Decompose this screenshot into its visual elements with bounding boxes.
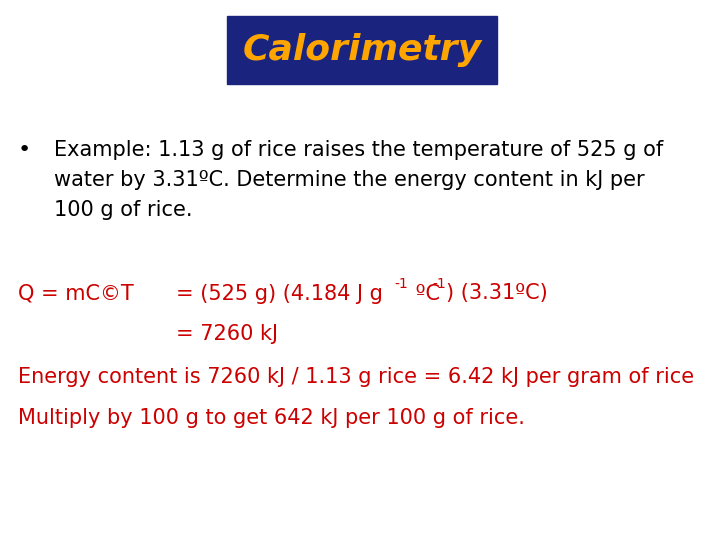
Text: ) (3.31ºC): ) (3.31ºC) xyxy=(446,284,547,303)
Text: Q = mC©T: Q = mC©T xyxy=(18,284,134,303)
Text: -1: -1 xyxy=(395,277,408,291)
Text: = 7260 kJ: = 7260 kJ xyxy=(176,324,279,344)
Text: water by 3.31ºC. Determine the energy content in kJ per: water by 3.31ºC. Determine the energy co… xyxy=(54,170,644,190)
Text: Energy content is 7260 kJ / 1.13 g rice = 6.42 kJ per gram of rice: Energy content is 7260 kJ / 1.13 g rice … xyxy=(18,367,694,387)
Text: Calorimetry: Calorimetry xyxy=(242,33,482,67)
Text: Example: 1.13 g of rice raises the temperature of 525 g of: Example: 1.13 g of rice raises the tempe… xyxy=(54,140,663,160)
Text: •: • xyxy=(18,140,31,160)
Text: 100 g of rice.: 100 g of rice. xyxy=(54,200,192,220)
Text: Multiply by 100 g to get 642 kJ per 100 g of rice.: Multiply by 100 g to get 642 kJ per 100 … xyxy=(18,408,525,428)
Text: = (525 g) (4.184 J g: = (525 g) (4.184 J g xyxy=(176,284,383,303)
Text: ºC: ºC xyxy=(409,284,440,303)
Text: -1: -1 xyxy=(432,277,446,291)
